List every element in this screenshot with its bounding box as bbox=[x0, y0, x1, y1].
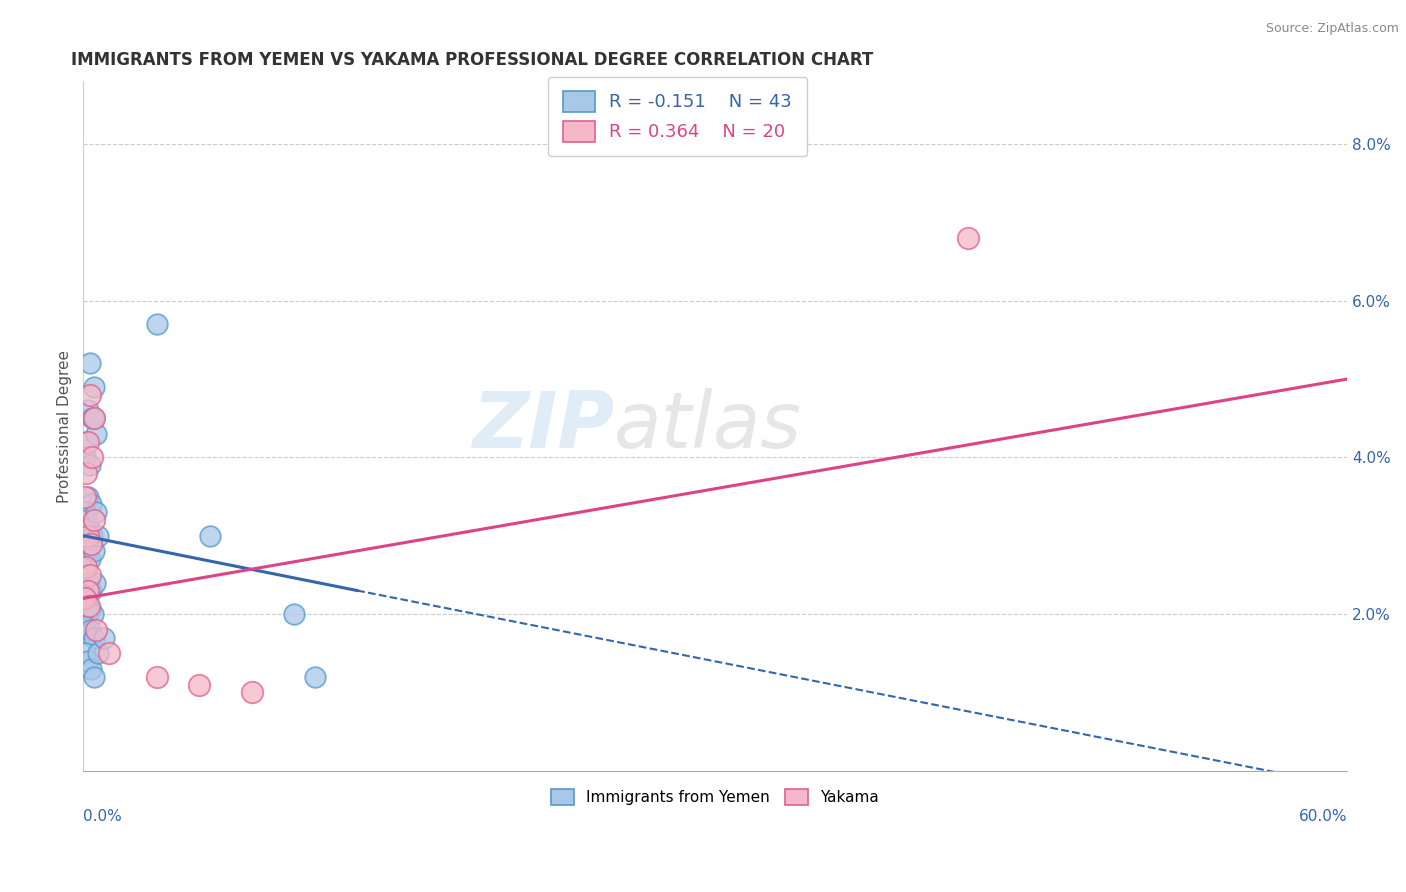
Point bbox=[83, 631, 105, 645]
Text: 60.0%: 60.0% bbox=[1299, 809, 1347, 823]
Point bbox=[79, 623, 101, 637]
Text: atlas: atlas bbox=[614, 388, 801, 464]
Point bbox=[77, 575, 100, 590]
Point bbox=[75, 567, 97, 582]
Point bbox=[76, 490, 98, 504]
Point bbox=[80, 411, 103, 425]
Point bbox=[79, 583, 101, 598]
Point bbox=[76, 583, 98, 598]
Point bbox=[97, 646, 120, 660]
Point bbox=[283, 607, 305, 621]
Point bbox=[79, 662, 101, 676]
Text: ZIP: ZIP bbox=[472, 388, 614, 464]
Point bbox=[75, 450, 97, 465]
Point bbox=[75, 505, 97, 519]
Point bbox=[77, 599, 100, 614]
Text: IMMIGRANTS FROM YEMEN VS YAKAMA PROFESSIONAL DEGREE CORRELATION CHART: IMMIGRANTS FROM YEMEN VS YAKAMA PROFESSI… bbox=[70, 51, 873, 69]
Point bbox=[75, 434, 97, 449]
Point bbox=[76, 434, 98, 449]
Point bbox=[76, 403, 98, 417]
Point bbox=[79, 552, 101, 566]
Point bbox=[75, 591, 97, 606]
Point bbox=[304, 670, 326, 684]
Point bbox=[240, 685, 263, 699]
Point bbox=[83, 411, 105, 425]
Point bbox=[76, 599, 98, 614]
Point bbox=[146, 670, 169, 684]
Point bbox=[75, 591, 97, 606]
Point bbox=[146, 317, 169, 331]
Point bbox=[87, 529, 110, 543]
Point bbox=[93, 631, 115, 645]
Point bbox=[75, 560, 97, 574]
Point bbox=[76, 544, 98, 558]
Point bbox=[75, 466, 97, 480]
Point bbox=[75, 490, 97, 504]
Point bbox=[83, 380, 105, 394]
Point bbox=[79, 387, 101, 401]
Text: Source: ZipAtlas.com: Source: ZipAtlas.com bbox=[1265, 22, 1399, 36]
Point bbox=[75, 646, 97, 660]
Point bbox=[76, 626, 98, 640]
Point bbox=[75, 619, 97, 633]
Point bbox=[83, 670, 105, 684]
Point bbox=[188, 677, 211, 691]
Point bbox=[198, 529, 221, 543]
Point bbox=[83, 544, 105, 558]
Point bbox=[84, 623, 107, 637]
Point bbox=[79, 536, 101, 550]
Legend: Immigrants from Yemen, Yakama: Immigrants from Yemen, Yakama bbox=[546, 783, 886, 812]
Text: 0.0%: 0.0% bbox=[83, 809, 122, 823]
Point bbox=[76, 529, 98, 543]
Point bbox=[79, 458, 101, 473]
Point bbox=[80, 529, 103, 543]
Point bbox=[83, 513, 105, 527]
Point bbox=[79, 567, 101, 582]
Point bbox=[82, 607, 104, 621]
Point bbox=[75, 513, 97, 527]
Point bbox=[84, 426, 107, 441]
Point bbox=[76, 654, 98, 668]
Point bbox=[83, 575, 105, 590]
Point bbox=[83, 411, 105, 425]
Y-axis label: Professional Degree: Professional Degree bbox=[58, 350, 72, 502]
Point bbox=[80, 450, 103, 465]
Point bbox=[79, 603, 101, 617]
Point bbox=[87, 646, 110, 660]
Point bbox=[77, 521, 100, 535]
Point bbox=[79, 356, 101, 370]
Point bbox=[84, 505, 107, 519]
Point bbox=[79, 497, 101, 511]
Point bbox=[957, 231, 980, 245]
Point bbox=[75, 536, 97, 550]
